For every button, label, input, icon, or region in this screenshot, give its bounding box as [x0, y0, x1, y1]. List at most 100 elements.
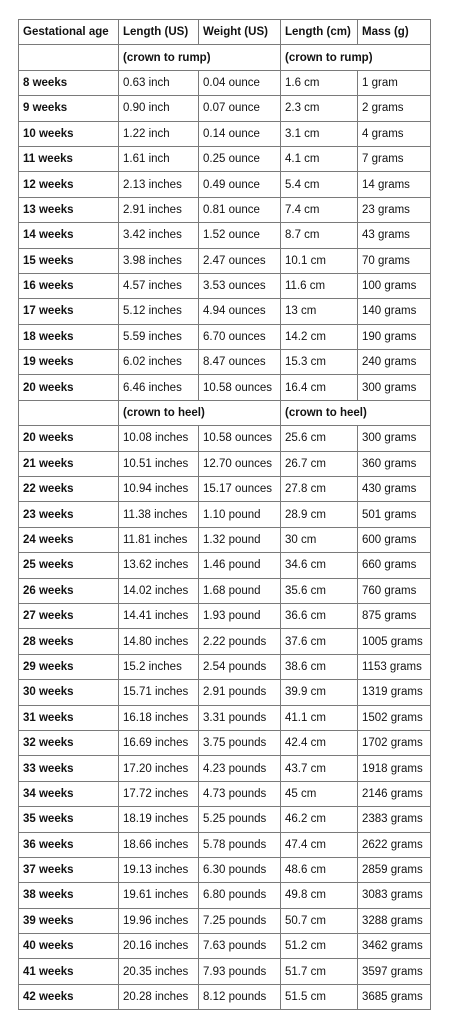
cell-weight-us: 7.93 pounds [198, 958, 281, 985]
cell-length-us: 5.12 inches [118, 298, 199, 325]
section-label-us: (crown to heel) [118, 399, 281, 427]
cell-length-us: 1.61 inch [118, 145, 199, 173]
cell-length-cm: 10.1 cm [280, 247, 358, 274]
cell-length-cm: 34.6 cm [280, 552, 358, 579]
cell-gestational-age: 10 weeks [18, 120, 119, 147]
cell-length-us: 19.96 inches [118, 907, 199, 935]
cell-length-us: 20.28 inches [118, 983, 199, 1011]
cell-mass-g: 23 grams [357, 196, 431, 224]
cell-length-cm: 51.2 cm [280, 933, 358, 960]
cell-length-cm: 5.4 cm [280, 171, 358, 198]
cell-length-cm: 2.3 cm [280, 95, 358, 122]
table-row: 17 weeks 5.12 inches 4.94 ounces 13 cm 140 g… [18, 298, 431, 325]
cell-gestational-age: 22 weeks [18, 476, 119, 503]
cell-length-us: 5.59 inches [118, 323, 199, 351]
table-row: 12 weeks 2.13 inches 0.49 ounce 5.4 cm 14 gr… [18, 171, 431, 198]
cell-length-us: 2.13 inches [118, 171, 199, 198]
header-weight-us: Weight (US) [198, 18, 281, 46]
cell-mass-g: 140 grams [357, 298, 431, 325]
cell-gestational-age: 41 weeks [18, 958, 119, 985]
cell-gestational-age: 31 weeks [18, 704, 119, 731]
cell-weight-us: 2.47 ounces [198, 247, 281, 274]
cell-length-cm: 51.7 cm [280, 958, 358, 985]
table-row: 10 weeks 1.22 inch 0.14 ounce 3.1 cm 4 grams [18, 120, 431, 147]
cell-weight-us: 1.10 pound [198, 501, 281, 528]
cell-length-cm: 14.2 cm [280, 323, 358, 351]
cell-length-us: 20.16 inches [118, 933, 199, 960]
cell-weight-us: 3.75 pounds [198, 729, 281, 757]
cell-mass-g: 100 grams [357, 272, 431, 300]
cell-weight-us: 5.78 pounds [198, 831, 281, 858]
table-row: 30 weeks 15.71 inches 2.91 pounds 39.9 cm 13… [18, 679, 431, 706]
cell-weight-us: 1.93 pound [198, 602, 281, 630]
cell-gestational-age: 20 weeks [18, 425, 119, 452]
cell-weight-us: 12.70 ounces [198, 450, 281, 478]
cell-gestational-age: 16 weeks [18, 272, 119, 300]
cell-mass-g: 660 grams [357, 552, 431, 579]
cell-mass-g: 3288 grams [357, 907, 431, 935]
cell-weight-us: 8.12 pounds [198, 983, 281, 1011]
cell-length-cm: 43.7 cm [280, 755, 358, 782]
cell-length-cm: 7.4 cm [280, 196, 358, 224]
cell-length-cm: 30 cm [280, 526, 358, 554]
cell-length-cm: 42.4 cm [280, 729, 358, 757]
section-label-metric: (crown to heel) [280, 399, 431, 427]
cell-gestational-age: 20 weeks [18, 374, 119, 401]
cell-mass-g: 3083 grams [357, 882, 431, 909]
cell-mass-g: 2146 grams [357, 780, 431, 808]
cell-length-us: 0.63 inch [118, 69, 199, 97]
cell-gestational-age: 13 weeks [18, 196, 119, 224]
cell-weight-us: 2.54 pounds [198, 653, 281, 681]
cell-weight-us: 7.63 pounds [198, 933, 281, 960]
cell-mass-g: 2622 grams [357, 831, 431, 858]
cell-length-us: 13.62 inches [118, 552, 199, 579]
table-row: 37 weeks 19.13 inches 6.30 pounds 48.6 cm 28… [18, 856, 431, 884]
section-empty-cell [18, 44, 119, 71]
table-row: 26 weeks 14.02 inches 1.68 pound 35.6 cm 760… [18, 577, 431, 604]
cell-mass-g: 4 grams [357, 120, 431, 147]
cell-gestational-age: 23 weeks [18, 501, 119, 528]
cell-mass-g: 240 grams [357, 349, 431, 376]
table-row: 13 weeks 2.91 inches 0.81 ounce 7.4 cm 23 gr… [18, 196, 431, 224]
table-row: 33 weeks 17.20 inches 4.23 pounds 43.7 cm 19… [18, 755, 431, 782]
section-row-crown-to-rump: (crown to rump) (crown to rump) [18, 44, 431, 71]
table-row: 42 weeks 20.28 inches 8.12 pounds 51.5 cm 36… [18, 983, 431, 1011]
cell-mass-g: 1 gram [357, 69, 431, 97]
cell-length-cm: 1.6 cm [280, 69, 358, 97]
cell-gestational-age: 25 weeks [18, 552, 119, 579]
cell-weight-us: 0.07 ounce [198, 95, 281, 122]
cell-length-us: 1.22 inch [118, 120, 199, 147]
section-row-crown-to-heel: (crown to heel) (crown to heel) [18, 399, 431, 427]
cell-mass-g: 2 grams [357, 95, 431, 122]
cell-gestational-age: 17 weeks [18, 298, 119, 325]
cell-mass-g: 43 grams [357, 222, 431, 249]
cell-gestational-age: 39 weeks [18, 907, 119, 935]
cell-gestational-age: 18 weeks [18, 323, 119, 351]
cell-length-cm: 36.6 cm [280, 602, 358, 630]
cell-mass-g: 1918 grams [357, 755, 431, 782]
cell-weight-us: 6.70 ounces [198, 323, 281, 351]
cell-length-us: 15.71 inches [118, 679, 199, 706]
cell-length-us: 10.94 inches [118, 476, 199, 503]
table-row: 20 weeks 10.08 inches 10.58 ounces 25.6 cm 3… [18, 425, 431, 452]
cell-length-us: 15.2 inches [118, 653, 199, 681]
cell-weight-us: 1.32 pound [198, 526, 281, 554]
cell-gestational-age: 26 weeks [18, 577, 119, 604]
cell-length-cm: 45 cm [280, 780, 358, 808]
table-row: 20 weeks 6.46 inches 10.58 ounces 16.4 cm 30… [18, 374, 431, 401]
table-row: 32 weeks 16.69 inches 3.75 pounds 42.4 cm 17… [18, 729, 431, 757]
cell-gestational-age: 29 weeks [18, 653, 119, 681]
cell-length-us: 16.69 inches [118, 729, 199, 757]
header-mass-g: Mass (g) [357, 18, 431, 46]
table-row: 14 weeks 3.42 inches 1.52 ounce 8.7 cm 43 gr… [18, 222, 431, 249]
cell-mass-g: 14 grams [357, 171, 431, 198]
cell-weight-us: 2.91 pounds [198, 679, 281, 706]
cell-mass-g: 1153 grams [357, 653, 431, 681]
table-container: Gestational age Length (US) Weight (US) … [18, 18, 431, 1011]
cell-gestational-age: 35 weeks [18, 806, 119, 833]
cell-mass-g: 760 grams [357, 577, 431, 604]
cell-length-us: 4.57 inches [118, 272, 199, 300]
cell-mass-g: 1702 grams [357, 729, 431, 757]
table-row: 25 weeks 13.62 inches 1.46 pound 34.6 cm 660… [18, 552, 431, 579]
cell-length-cm: 51.5 cm [280, 983, 358, 1011]
